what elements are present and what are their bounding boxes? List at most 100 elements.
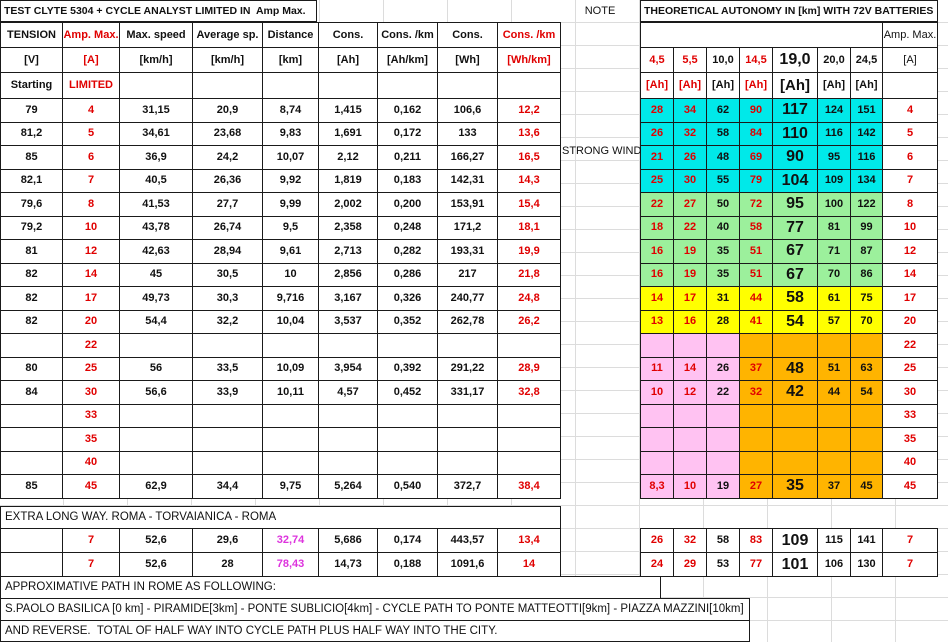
extra-autonomy-cell[interactable]: 24 xyxy=(640,552,674,577)
left-header-cell[interactable] xyxy=(262,72,319,99)
capacity-header-cell[interactable]: 4,5 xyxy=(640,47,674,73)
capacity-unit-cell[interactable]: [Ah] xyxy=(772,72,818,99)
left-header-cell[interactable]: Cons. /km xyxy=(377,22,438,48)
capacity-unit-cell[interactable]: [Ah] xyxy=(673,72,707,99)
autonomy-cell[interactable] xyxy=(739,333,773,358)
autonomy-cell[interactable]: 58 xyxy=(706,121,740,146)
left-data-cell[interactable]: 33 xyxy=(62,403,120,428)
left-data-cell[interactable]: 291,22 xyxy=(437,356,498,381)
left-data-cell[interactable]: 10 xyxy=(62,215,120,240)
autonomy-cell[interactable]: 37 xyxy=(739,356,773,381)
left-header-cell[interactable]: [km/h] xyxy=(119,47,193,73)
amp-max-cell[interactable]: 40 xyxy=(882,450,938,475)
autonomy-cell[interactable]: 28 xyxy=(706,309,740,334)
left-data-cell[interactable]: 32,8 xyxy=(497,380,561,405)
autonomy-cell[interactable]: 13 xyxy=(640,309,674,334)
left-data-cell[interactable] xyxy=(119,427,193,452)
amp-max-cell[interactable]: 6 xyxy=(882,145,938,170)
autonomy-cell[interactable]: 30 xyxy=(673,168,707,193)
extra-autonomy-cell[interactable]: 83 xyxy=(739,528,773,553)
extra-autonomy-cell[interactable]: 109 xyxy=(772,528,818,553)
left-data-cell[interactable]: 85 xyxy=(0,474,63,499)
left-data-cell[interactable]: 5,264 xyxy=(318,474,378,499)
left-data-cell[interactable]: 20 xyxy=(62,309,120,334)
capacity-header-cell[interactable]: 20,0 xyxy=(817,47,851,73)
autonomy-cell[interactable]: 41 xyxy=(739,309,773,334)
autonomy-cell[interactable]: 95 xyxy=(817,145,851,170)
autonomy-cell[interactable]: 122 xyxy=(850,192,883,217)
left-data-cell[interactable]: 82 xyxy=(0,262,63,287)
left-data-cell[interactable]: 30 xyxy=(62,380,120,405)
extra-data-cell[interactable]: 52,6 xyxy=(119,528,193,553)
autonomy-cell[interactable]: 17 xyxy=(673,286,707,311)
left-data-cell[interactable]: 34,61 xyxy=(119,121,193,146)
left-data-cell[interactable]: 262,78 xyxy=(437,309,498,334)
left-data-cell[interactable]: 34,4 xyxy=(192,474,263,499)
amp-max-cell[interactable]: 25 xyxy=(882,356,938,381)
left-data-cell[interactable]: 22 xyxy=(62,333,120,358)
left-data-cell[interactable]: 133 xyxy=(437,121,498,146)
left-data-cell[interactable]: 171,2 xyxy=(437,215,498,240)
footer-line-1[interactable]: APPROXIMATIVE PATH IN ROME AS FOLLOWING: xyxy=(0,576,661,599)
autonomy-cell[interactable]: 19 xyxy=(673,239,707,264)
left-data-cell[interactable]: 28,9 xyxy=(497,356,561,381)
left-data-cell[interactable]: 15,4 xyxy=(497,192,561,217)
left-data-cell[interactable]: 26,2 xyxy=(497,309,561,334)
left-data-cell[interactable]: 0,183 xyxy=(377,168,438,193)
left-data-cell[interactable] xyxy=(192,403,263,428)
left-data-cell[interactable] xyxy=(0,427,63,452)
left-header-cell[interactable] xyxy=(192,72,263,99)
left-data-cell[interactable] xyxy=(262,427,319,452)
autonomy-cell[interactable]: 51 xyxy=(739,262,773,287)
left-data-cell[interactable]: 12,2 xyxy=(497,98,561,123)
left-data-cell[interactable]: 0,392 xyxy=(377,356,438,381)
left-data-cell[interactable]: 142,31 xyxy=(437,168,498,193)
left-data-cell[interactable] xyxy=(119,450,193,475)
autonomy-cell[interactable] xyxy=(850,427,883,452)
left-data-cell[interactable] xyxy=(192,450,263,475)
left-header-cell[interactable]: Average sp. xyxy=(192,22,263,48)
left-data-cell[interactable] xyxy=(437,450,498,475)
autonomy-cell[interactable]: 42 xyxy=(772,380,818,405)
right-header-spacer[interactable] xyxy=(640,22,883,48)
amp-max-cell[interactable]: 14 xyxy=(882,262,938,287)
extra-amp-max-cell[interactable]: 7 xyxy=(882,528,938,553)
extra-data-cell[interactable]: 14 xyxy=(497,552,561,577)
left-data-cell[interactable]: 45 xyxy=(62,474,120,499)
left-data-cell[interactable]: 153,91 xyxy=(437,192,498,217)
capacity-unit-cell[interactable]: [Ah] xyxy=(850,72,883,99)
capacity-header-cell[interactable]: 19,0 xyxy=(772,47,818,73)
left-data-cell[interactable]: 28,94 xyxy=(192,239,263,264)
extra-long-way-title[interactable]: EXTRA LONG WAY. ROMA - TORVAIANICA - ROM… xyxy=(0,506,561,529)
autonomy-cell[interactable]: 35 xyxy=(706,262,740,287)
left-data-cell[interactable]: 0,540 xyxy=(377,474,438,499)
left-data-cell[interactable]: 80 xyxy=(0,356,63,381)
right-header-empty-cell[interactable] xyxy=(882,72,938,99)
autonomy-cell[interactable]: 110 xyxy=(772,121,818,146)
left-data-cell[interactable]: 10,04 xyxy=(262,309,319,334)
left-data-cell[interactable]: 14,3 xyxy=(497,168,561,193)
autonomy-cell[interactable]: 19 xyxy=(673,262,707,287)
extra-autonomy-cell[interactable]: 26 xyxy=(640,528,674,553)
left-data-cell[interactable]: 166,27 xyxy=(437,145,498,170)
autonomy-cell[interactable]: 100 xyxy=(817,192,851,217)
autonomy-cell[interactable] xyxy=(640,403,674,428)
extra-autonomy-cell[interactable]: 32 xyxy=(673,528,707,553)
autonomy-cell[interactable] xyxy=(673,450,707,475)
autonomy-cell[interactable]: 14 xyxy=(640,286,674,311)
left-data-cell[interactable]: 32,2 xyxy=(192,309,263,334)
autonomy-cell[interactable] xyxy=(706,427,740,452)
left-data-cell[interactable]: 40 xyxy=(62,450,120,475)
left-data-cell[interactable]: 27,7 xyxy=(192,192,263,217)
autonomy-cell[interactable] xyxy=(640,427,674,452)
left-data-cell[interactable]: 56 xyxy=(119,356,193,381)
autonomy-cell[interactable]: 44 xyxy=(739,286,773,311)
extra-autonomy-cell[interactable]: 77 xyxy=(739,552,773,577)
left-data-cell[interactable]: 0,352 xyxy=(377,309,438,334)
left-data-cell[interactable]: 18,1 xyxy=(497,215,561,240)
autonomy-cell[interactable]: 104 xyxy=(772,168,818,193)
left-data-cell[interactable]: 0,211 xyxy=(377,145,438,170)
capacity-header-cell[interactable]: 10,0 xyxy=(706,47,740,73)
autonomy-cell[interactable]: 32 xyxy=(739,380,773,405)
extra-data-cell[interactable]: 13,4 xyxy=(497,528,561,553)
